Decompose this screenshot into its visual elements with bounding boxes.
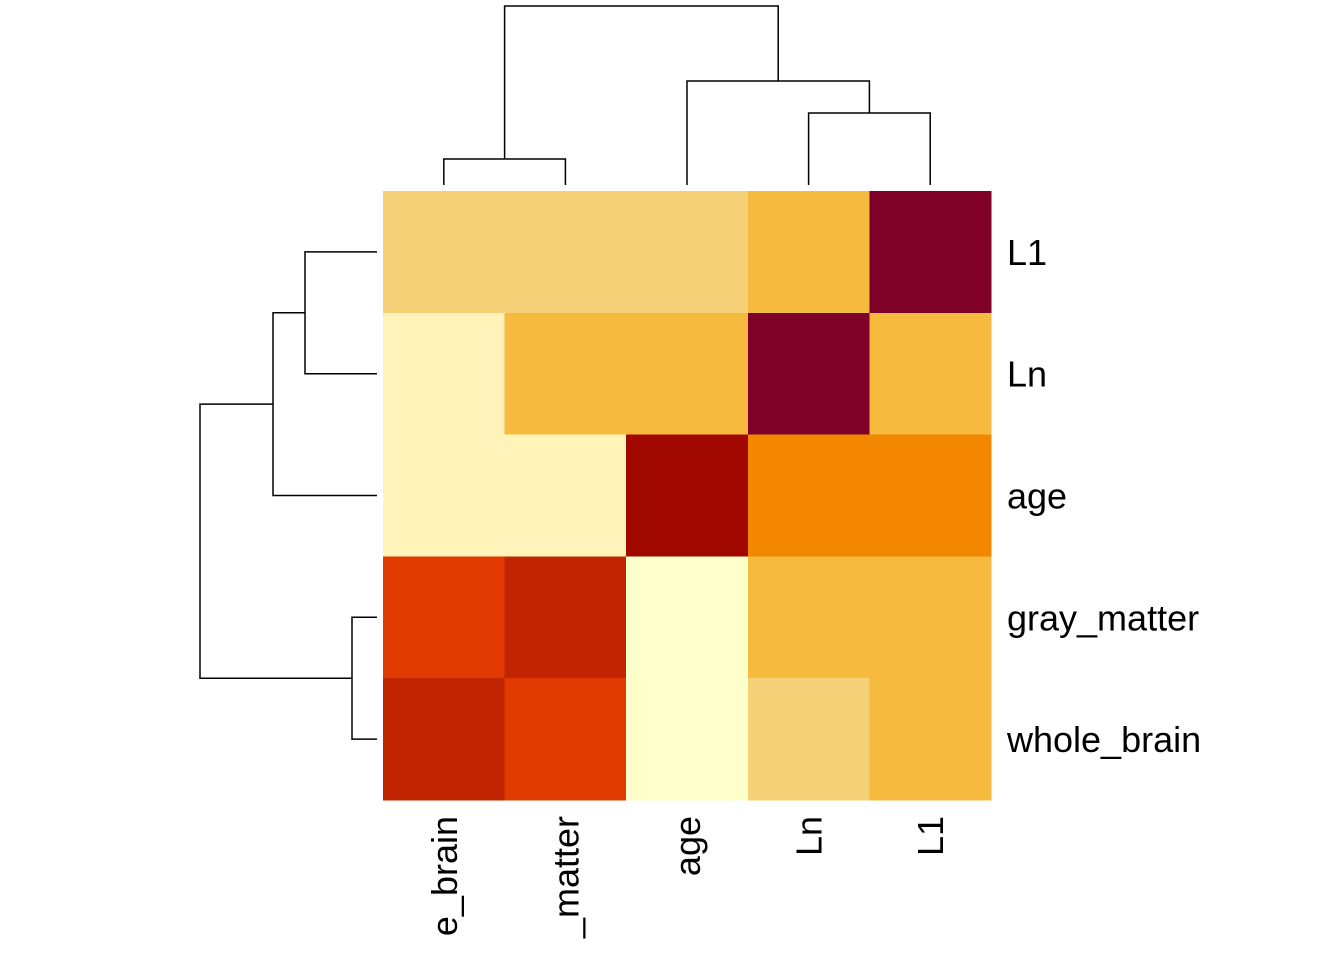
column-label-L1: L1: [910, 816, 951, 856]
row-dendrogram: [199, 251, 377, 740]
row-dendrogram-link: [351, 616, 377, 740]
heatmap-cell-whole_brain-gray_matter: [504, 678, 627, 801]
heatmap-cells: [383, 191, 992, 801]
column-dendrogram-link: [443, 158, 567, 185]
heatmap-cell-L1-gray_matter: [504, 191, 627, 314]
row-dendrogram-link: [304, 251, 377, 375]
heatmap-cell-L1-L1: [869, 191, 992, 314]
column-dendrogram-link: [503, 5, 779, 159]
column-tick-labels: e_brain _matter age Ln L1: [424, 816, 951, 939]
heatmap-cell-age-whole_brain: [383, 434, 506, 557]
heatmap-cell-age-L1: [869, 434, 992, 557]
row-label-Ln: Ln: [1007, 354, 1047, 395]
heatmap-cell-Ln-gray_matter: [504, 312, 627, 436]
heatmap-cell-Ln-L1: [869, 312, 992, 436]
row-label-age: age: [1007, 476, 1067, 517]
row-dendrogram-link: [199, 403, 352, 679]
row-dendrogram-link: [272, 312, 377, 497]
row-label-whole_brain: whole_brain: [1006, 719, 1201, 760]
heatmap-cell-L1-Ln: [747, 191, 870, 314]
heatmap-cell-gray_matter-Ln: [747, 556, 870, 679]
column-label-gray_matter: _matter: [545, 816, 586, 939]
heatmap-cell-gray_matter-age: [626, 556, 749, 679]
heatmap-cell-whole_brain-whole_brain: [383, 678, 506, 801]
heatmap-cell-age-age: [626, 434, 749, 557]
heatmap-cell-age-Ln: [747, 434, 870, 557]
heatmap-cell-whole_brain-Ln: [747, 678, 870, 801]
heatmap-cell-whole_brain-L1: [869, 678, 992, 801]
heatmap-cell-gray_matter-L1: [869, 556, 992, 679]
heatmap-cell-L1-age: [626, 191, 749, 314]
row-label-gray_matter: gray_matter: [1007, 597, 1199, 638]
heatmap-cell-L1-whole_brain: [383, 191, 506, 314]
heatmap-cell-age-gray_matter: [504, 434, 627, 557]
heatmap-cell-whole_brain-age: [626, 678, 749, 801]
heatmap-cell-gray_matter-whole_brain: [383, 556, 506, 679]
heatmap-cell-Ln-age: [626, 312, 749, 436]
heatmap-cell-gray_matter-gray_matter: [504, 556, 627, 679]
heatmap-cell-Ln-Ln: [747, 312, 870, 436]
column-label-age: age: [667, 816, 708, 876]
row-label-L1: L1: [1007, 232, 1047, 273]
column-dendrogram: [443, 5, 931, 185]
column-dendrogram-link: [807, 112, 931, 185]
row-tick-labels: L1 Ln age gray_matter whole_brain: [1006, 232, 1201, 760]
column-label-Ln: Ln: [789, 816, 830, 856]
column-dendrogram-link: [686, 80, 871, 185]
column-label-whole_brain: e_brain: [424, 816, 465, 936]
heatmap-cell-Ln-whole_brain: [383, 312, 506, 436]
